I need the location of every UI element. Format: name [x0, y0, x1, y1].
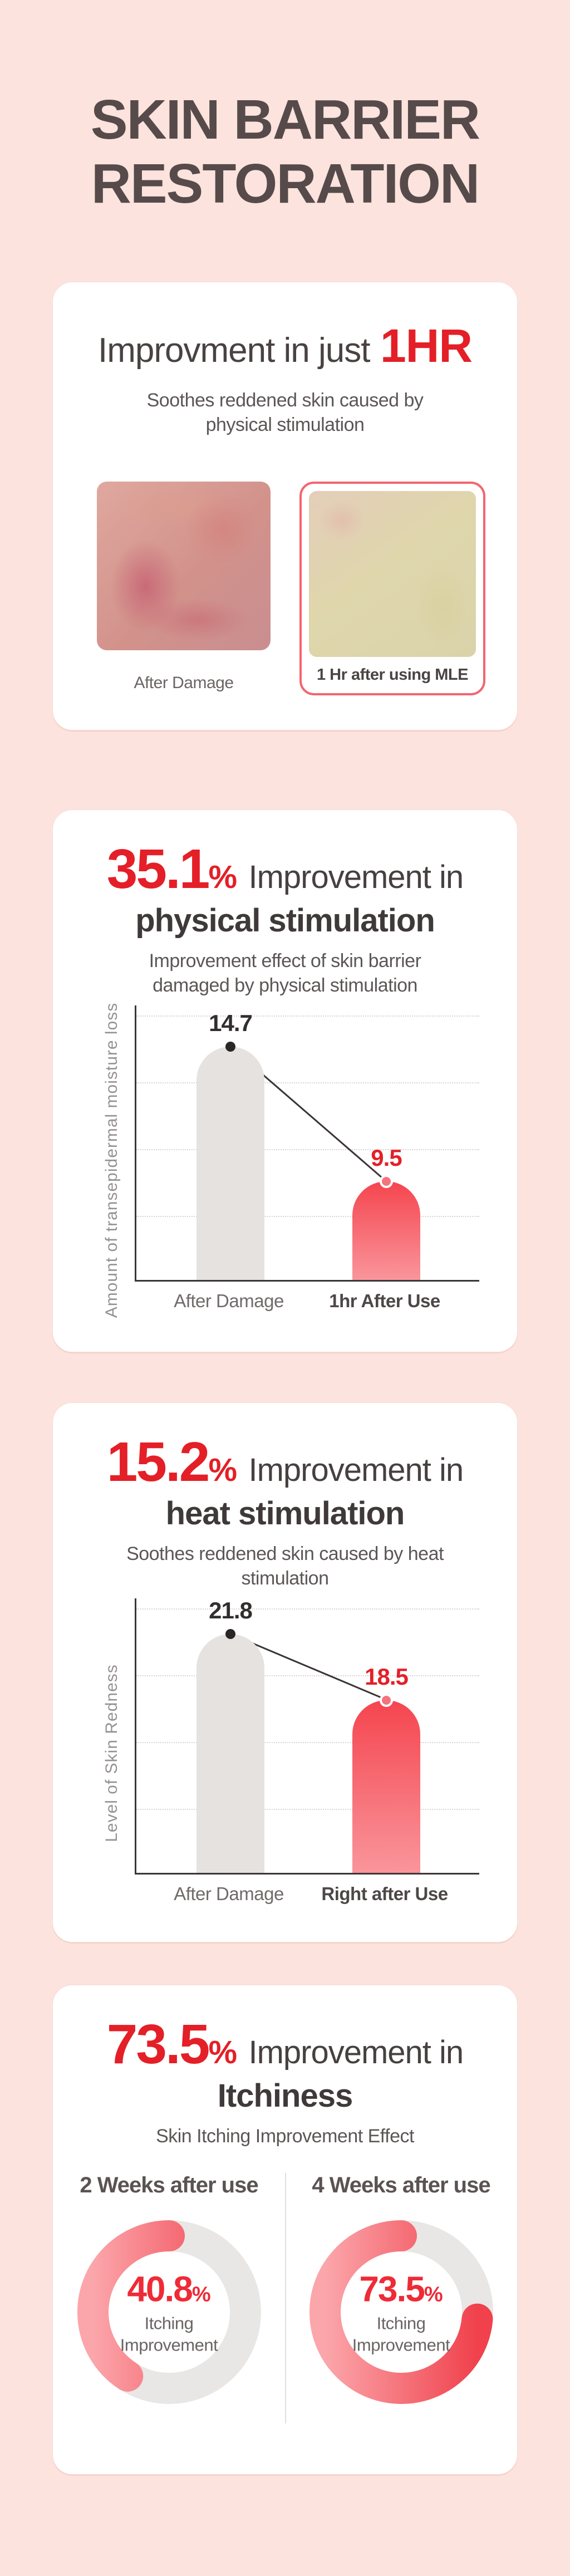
heat-stat-heading: 15.2% Improvement in	[53, 1433, 517, 1491]
gridline	[136, 1082, 479, 1084]
gridline	[136, 1015, 479, 1017]
bar-value-after-use: 9.5	[371, 1144, 402, 1171]
itch-percent: 73.5	[106, 2013, 210, 2075]
bar-value-right-after-use: 18.5	[365, 1663, 409, 1690]
gridline	[136, 1216, 479, 1218]
moisture-chart-y-axis-label: Amount of transepidermal moisture loss	[102, 1002, 121, 1318]
category-after-damage: After Damage	[174, 1883, 284, 1905]
moisture-chart-plot: 14.7 9.5	[135, 1005, 479, 1282]
gridline	[136, 1675, 479, 1677]
category-after-use: 1hr After Use	[329, 1291, 440, 1312]
gridline	[136, 1809, 479, 1810]
page-title-line1: SKIN BARRIER	[90, 89, 480, 151]
donut-label-2-weeks: Itching Improvement	[120, 2313, 218, 2354]
donut-label-4-weeks: Itching Improvement	[352, 2313, 450, 2354]
redness-chart-y-axis-label: Level of Skin Redness	[102, 1664, 121, 1842]
bar-after-damage: 14.7	[196, 1010, 264, 1280]
donut-row: 2 Weeks after use	[53, 2173, 517, 2404]
donut-header-2-weeks: 2 Weeks after use	[80, 2172, 258, 2197]
card-physical-stimulation: 35.1% Improvement in physical stimulatio…	[52, 809, 518, 1352]
itch-percent-sign: %	[208, 2034, 238, 2070]
bar-value-after-damage: 21.8	[209, 1597, 253, 1624]
column-divider	[285, 2172, 286, 2423]
category-right-after-use: Right after Use	[321, 1883, 448, 1905]
mle-highlight-box: 1 Hr after using MLE	[299, 482, 485, 696]
after-damage-figure: After Damage	[97, 482, 271, 693]
card-instant-improvement: Improvment in just 1HR Soothes reddened …	[52, 282, 518, 730]
donut-svg	[77, 2220, 261, 2404]
donut-chart-4-weeks: 73.5% Itching Improvement	[309, 2220, 493, 2404]
heading-highlight-1hr: 1HR	[380, 320, 473, 372]
after-damage-label: After Damage	[134, 674, 234, 693]
itch-stat-heading: 73.5% Improvement in	[53, 2015, 517, 2074]
heat-percent-sign: %	[208, 1452, 238, 1488]
itch-subtitle: Skin Itching Improvement Effect	[156, 2125, 414, 2147]
donut-center-text: 40.8% Itching Improvement	[100, 2268, 239, 2356]
data-point-dot	[225, 1629, 235, 1640]
heat-heading-line2: heat stimulation	[165, 1495, 405, 1532]
after-mle-figure: 1 Hr after using MLE	[299, 482, 485, 696]
after-mle-skin-image	[309, 491, 476, 658]
donut-center-text: 73.5% Itching Improvement	[332, 2268, 471, 2356]
connector-line	[230, 1046, 387, 1182]
itch-heading-line2: Itchiness	[217, 2078, 353, 2114]
heading-prefix: Improvment in just	[97, 331, 371, 370]
gridline	[136, 1608, 479, 1610]
itching-donut-section: 2 Weeks after use	[53, 2172, 517, 2423]
connector-line	[230, 1633, 387, 1701]
bar-right-after-use: 18.5	[352, 1664, 420, 1873]
category-after-damage: After Damage	[174, 1291, 284, 1312]
gridline	[136, 1742, 479, 1744]
redness-chart-categories: After Damage Right after Use	[135, 1883, 479, 1908]
page-title: SKIN BARRIER RESTORATION	[0, 0, 570, 216]
donut-col-4-weeks: 4 Weeks after use	[285, 2173, 517, 2404]
card-instant-subtitle: Soothes reddened skin caused by physical…	[146, 390, 424, 436]
donut-header-4-weeks: 4 Weeks after use	[312, 2172, 490, 2197]
data-point-dot	[225, 1042, 235, 1052]
card-instant-heading: Improvment in just 1HR	[53, 322, 517, 369]
donut-percent-2-weeks: 40.8%	[127, 2269, 211, 2309]
physical-heading-rest: Improvement in	[248, 859, 464, 895]
moisture-chart-categories: After Damage 1hr After Use	[135, 1291, 479, 1315]
skin-redness-chart: Level of Skin Redness 21.8 18.5 After Da…	[102, 1597, 479, 1908]
donut-svg	[309, 2220, 493, 2404]
bar-after-damage: 21.8	[196, 1597, 264, 1873]
moisture-loss-chart: Amount of transepidermal moisture loss 1…	[102, 1003, 479, 1318]
data-point-dot	[380, 1693, 393, 1707]
itch-heading-rest: Improvement in	[248, 2034, 464, 2070]
redness-chart-plot: 21.8 18.5	[135, 1597, 479, 1875]
card-itchiness: 73.5% Improvement in Itchiness Skin Itch…	[52, 1985, 518, 2475]
physical-percent-sign: %	[208, 859, 238, 895]
card-heat-stimulation: 15.2% Improvement in heat stimulation So…	[52, 1402, 518, 1942]
data-point-dot	[380, 1174, 393, 1188]
physical-heading-line2: physical stimulation	[135, 902, 435, 939]
physical-subtitle: Improvement effect of skin barrier damag…	[149, 950, 421, 996]
donut-chart-2-weeks: 40.8% Itching Improvement	[77, 2220, 261, 2404]
physical-percent: 35.1	[106, 838, 210, 900]
donut-percent-4-weeks: 73.5%	[359, 2269, 443, 2309]
after-mle-label: 1 Hr after using MLE	[317, 666, 469, 684]
after-damage-skin-image	[97, 482, 271, 651]
bar-value-after-damage: 14.7	[209, 1010, 253, 1037]
heat-percent: 15.2	[106, 1431, 210, 1493]
physical-stat-heading: 35.1% Improvement in	[53, 840, 517, 899]
page-title-line2: RESTORATION	[91, 153, 480, 215]
heat-subtitle: Soothes reddened skin caused by heat sti…	[126, 1543, 444, 1589]
before-after-comparison: After Damage 1 Hr after using MLE	[53, 482, 517, 696]
heat-heading-rest: Improvement in	[248, 1452, 464, 1488]
gridline	[136, 1149, 479, 1151]
donut-col-2-weeks: 2 Weeks after use	[53, 2173, 285, 2404]
bar-after-use: 9.5	[352, 1145, 420, 1280]
